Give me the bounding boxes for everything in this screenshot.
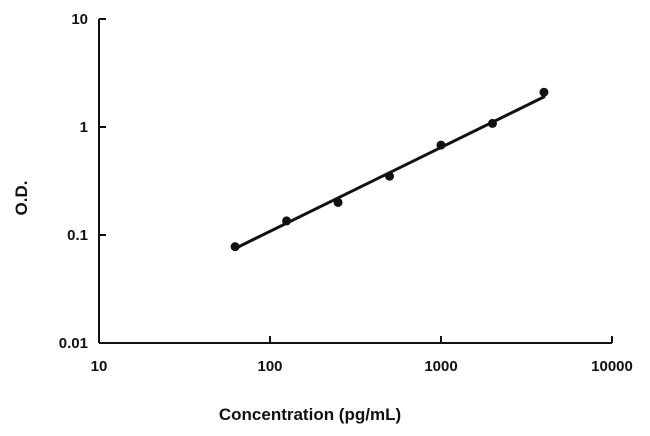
data-point-6 xyxy=(539,87,549,97)
data-point-2 xyxy=(333,197,343,207)
data-point-0 xyxy=(230,242,240,252)
x-tick-label-3: 10000 xyxy=(591,358,633,375)
y-tick-label-0: 0.01 xyxy=(59,335,88,352)
y-ticks xyxy=(99,18,106,344)
y-tick-label-3: 10 xyxy=(71,11,88,28)
data-point-3 xyxy=(385,171,395,181)
y-tick-label-2: 1 xyxy=(80,119,88,136)
data-points xyxy=(230,87,549,252)
data-point-4 xyxy=(436,140,446,150)
y-axis-title: O.D. xyxy=(12,181,31,216)
plot-area: 0.01 0.1 1 10 10 100 1000 10000 xyxy=(59,11,633,375)
data-point-5 xyxy=(487,118,497,128)
x-axis-title: Concentration (pg/mL) xyxy=(219,405,401,424)
data-point-1 xyxy=(282,216,292,226)
x-tick-labels: 10 100 1000 10000 xyxy=(91,358,633,375)
y-tick-label-1: 0.1 xyxy=(67,227,88,244)
x-tick-label-1: 100 xyxy=(257,358,282,375)
y-tick-labels: 0.01 0.1 1 10 xyxy=(59,11,88,352)
x-tick-label-2: 1000 xyxy=(424,358,457,375)
x-tick-label-0: 10 xyxy=(91,358,108,375)
x-ticks xyxy=(98,336,613,343)
